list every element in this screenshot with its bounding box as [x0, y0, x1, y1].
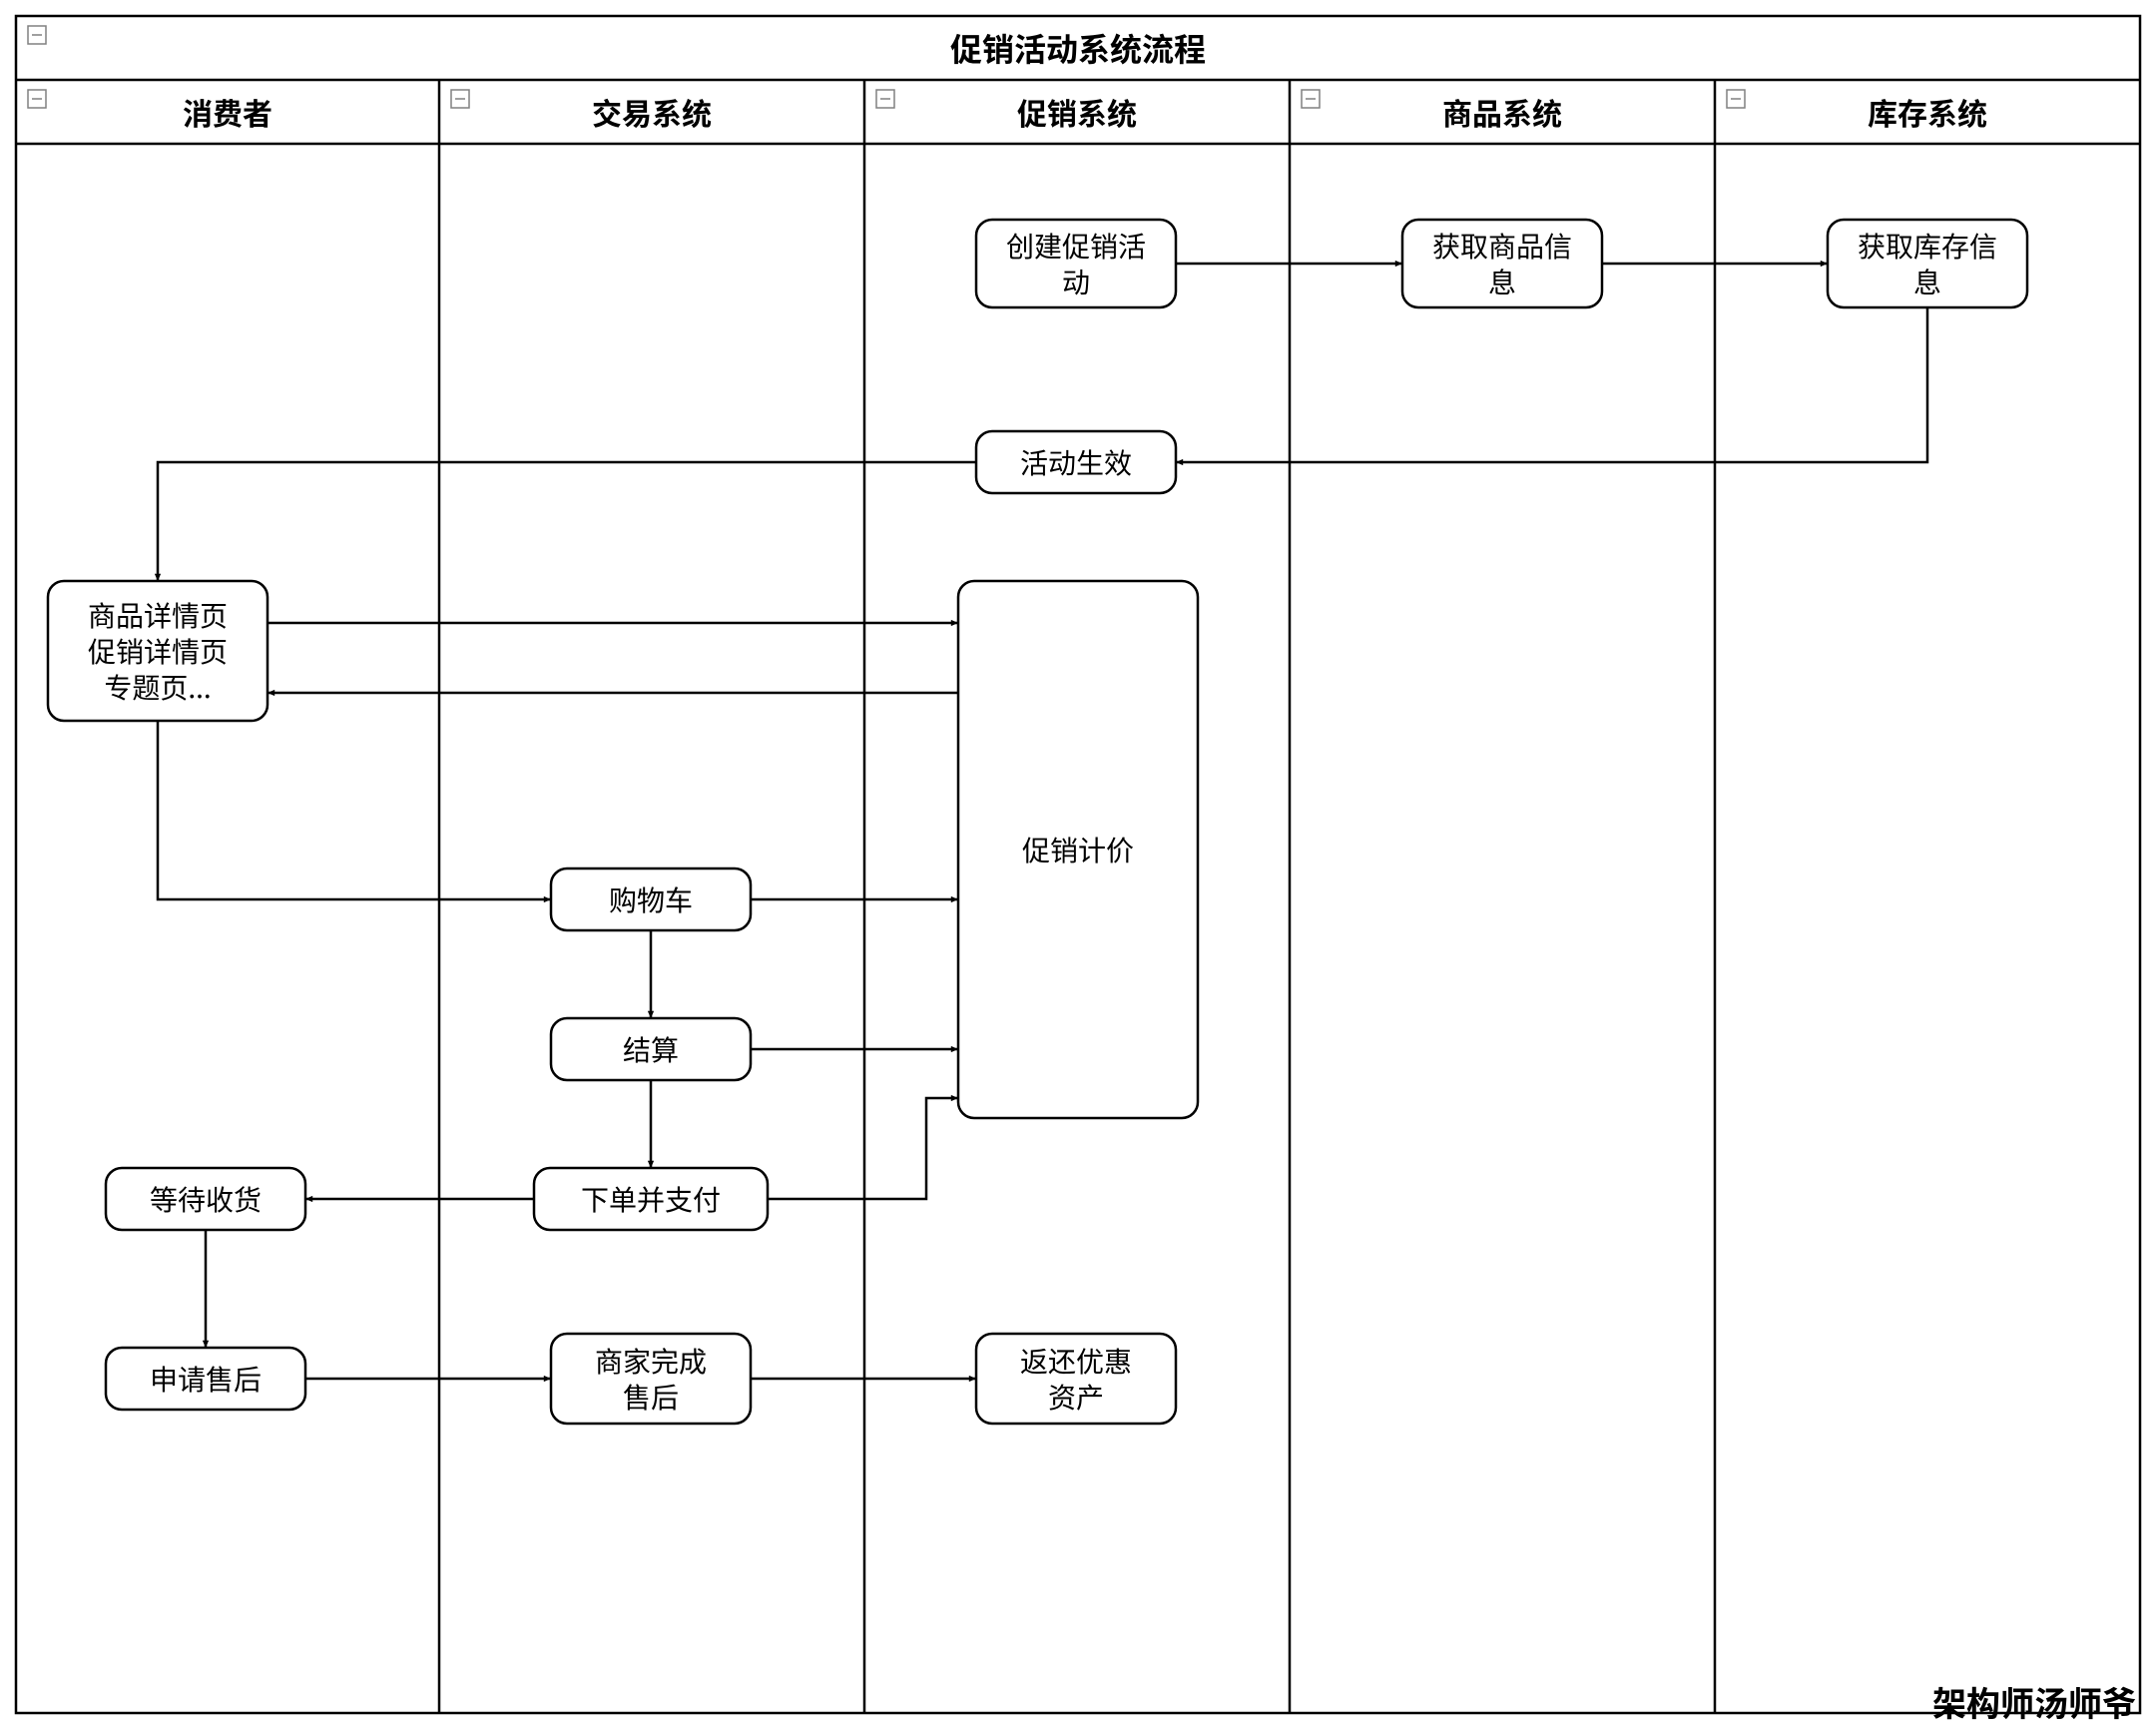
lane-header-consumer: 消费者	[183, 90, 272, 134]
edge-pages-to-cart	[158, 721, 551, 899]
lane-collapse-icon-stock[interactable]	[1727, 90, 1745, 108]
node-label-order_pay-line0: 下单并支付	[581, 1179, 721, 1219]
node-label-apply_after-line0: 申请售后	[150, 1359, 262, 1399]
node-settle: 结算	[551, 1018, 751, 1080]
node-label-refund_asset-line0: 返还优惠	[1020, 1341, 1132, 1381]
node-pricing: 促销计价	[958, 581, 1198, 1118]
node-label-get_goods-line1: 息	[1488, 262, 1516, 301]
node-label-get_stock-line1: 息	[1913, 262, 1941, 301]
node-label-get_goods-line0: 获取商品信	[1432, 226, 1572, 266]
node-label-merchant_after-line1: 售后	[623, 1377, 679, 1417]
node-label-active-line0: 活动生效	[1020, 442, 1132, 482]
lane-header-trade: 交易系统	[592, 90, 712, 134]
node-label-create_promo-line0: 创建促销活	[1006, 226, 1146, 266]
node-label-pages-line1: 促销详情页	[88, 631, 228, 671]
node-pages: 商品详情页促销详情页专题页...	[48, 581, 268, 721]
node-create_promo: 创建促销活动	[976, 220, 1176, 307]
edge-active-to-pages	[158, 462, 976, 581]
node-apply_after: 申请售后	[106, 1348, 305, 1410]
diagram-title: 促销活动系统流程	[950, 25, 1206, 71]
watermark: 架构师汤师爷	[1932, 1677, 2136, 1726]
node-order_pay: 下单并支付	[534, 1168, 768, 1230]
node-label-wait_recv-line0: 等待收货	[150, 1179, 262, 1219]
edge-order_pay-to-pricing	[768, 1098, 958, 1199]
node-merchant_after: 商家完成售后	[551, 1334, 751, 1424]
node-label-pricing-line0: 促销计价	[1022, 830, 1134, 869]
node-cart: 购物车	[551, 868, 751, 930]
node-label-settle-line0: 结算	[623, 1029, 679, 1069]
node-refund_asset: 返还优惠资产	[976, 1334, 1176, 1424]
node-wait_recv: 等待收货	[106, 1168, 305, 1230]
node-label-get_stock-line0: 获取库存信	[1858, 226, 1997, 266]
swimlane-diagram: 促销活动系统流程消费者交易系统促销系统商品系统库存系统创建促销活动获取商品信息获…	[0, 0, 2156, 1732]
node-get_goods: 获取商品信息	[1402, 220, 1602, 307]
node-label-merchant_after-line0: 商家完成	[595, 1341, 707, 1381]
node-label-pages-line0: 商品详情页	[88, 595, 228, 635]
lane-header-promo: 促销系统	[1017, 90, 1137, 134]
pool-collapse-icon[interactable]	[28, 26, 46, 44]
node-active: 活动生效	[976, 431, 1176, 493]
lane-header-goods: 商品系统	[1442, 90, 1562, 134]
lane-collapse-icon-trade[interactable]	[451, 90, 469, 108]
node-get_stock: 获取库存信息	[1828, 220, 2027, 307]
lane-header-stock: 库存系统	[1868, 90, 1987, 134]
node-label-pages-line2: 专题页...	[104, 667, 211, 707]
node-label-create_promo-line1: 动	[1062, 262, 1090, 301]
lane-collapse-icon-goods[interactable]	[1302, 90, 1320, 108]
lane-collapse-icon-consumer[interactable]	[28, 90, 46, 108]
node-label-refund_asset-line1: 资产	[1048, 1377, 1104, 1417]
lane-collapse-icon-promo[interactable]	[876, 90, 894, 108]
node-label-cart-line0: 购物车	[609, 879, 693, 919]
